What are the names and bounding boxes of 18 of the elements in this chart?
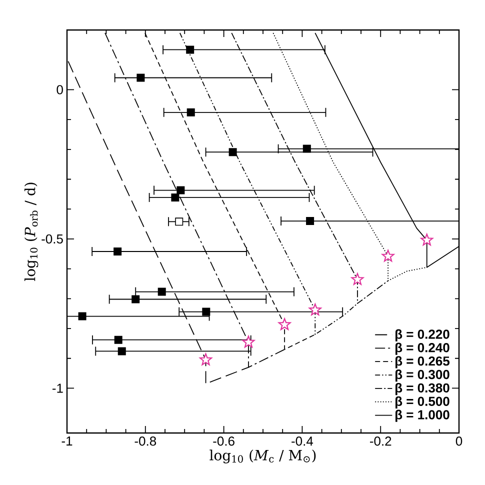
legend-label: β = 0.300 bbox=[396, 370, 450, 382]
x-axis-title: log$_{10}$ (M$_{c}$ / M$_{⊙}$) bbox=[210, 450, 316, 464]
x-tick-label: -0.6 bbox=[213, 436, 234, 446]
legend-label: β = 0.380 bbox=[396, 382, 450, 396]
y-tick-label: 0 bbox=[56, 85, 63, 94]
y-tick-label: -0.5 bbox=[42, 234, 63, 244]
x-tick-label: 0 bbox=[456, 436, 462, 446]
legend-label: β = 0.240 bbox=[396, 342, 450, 355]
legend-label: β = 0.220 bbox=[396, 329, 450, 342]
x-tick-label: -1 bbox=[62, 436, 72, 446]
legend-label: β = 1.000 bbox=[396, 410, 450, 422]
x-tick-label: -0.4 bbox=[292, 436, 314, 446]
y-tick-label: -1 bbox=[52, 384, 63, 393]
x-tick-label: -0.8 bbox=[134, 436, 156, 446]
y-axis-title: log$_{10}$ (P$_{orb}$ / d) bbox=[24, 182, 38, 281]
legend-label: β = 0.265 bbox=[396, 356, 450, 368]
x-tick-label: -0.2 bbox=[370, 436, 392, 446]
legend-label: β = 0.500 bbox=[396, 396, 450, 409]
